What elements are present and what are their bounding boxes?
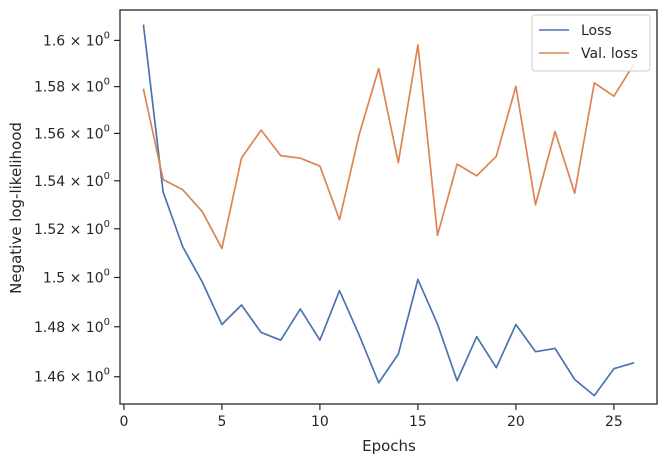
y-tick-label: 1.46 × 100 — [34, 367, 110, 386]
axes-frame — [119, 9, 658, 405]
x-tick-label: 5 — [217, 414, 226, 430]
x-axis-label: Epochs — [362, 437, 416, 455]
series-line-0 — [142, 24, 635, 397]
plot-area — [142, 24, 635, 397]
x-tick-label: 20 — [507, 414, 525, 430]
y-tick-label: 1.58 × 100 — [34, 77, 110, 96]
x-axis: 0 5 10 15 20 25 — [119, 404, 623, 430]
y-tick-label: 1.6 × 100 — [43, 30, 110, 49]
x-tick-label: 10 — [311, 414, 329, 430]
legend-box — [531, 14, 651, 72]
y-tick-label: 1.52 × 100 — [34, 219, 110, 238]
y-tick-label: 1.56 × 100 — [34, 123, 110, 142]
plot-frame — [119, 9, 658, 405]
x-tick-label: 15 — [409, 414, 427, 430]
series-line-1 — [142, 44, 635, 250]
y-axis: 1.46 × 100 1.48 × 100 1.5 × 100 1.52 × 100 1… — [34, 30, 120, 386]
y-axis-label: Negative log-likelihood — [7, 122, 25, 294]
legend-label-loss: Loss — [581, 23, 612, 39]
legend: Loss Val. loss — [531, 14, 651, 72]
y-tick-label: 1.48 × 100 — [34, 317, 110, 336]
y-tick-label: 1.5 × 100 — [43, 267, 110, 286]
legend-label-val-loss: Val. loss — [581, 46, 638, 62]
y-tick-label: 1.54 × 100 — [34, 171, 110, 190]
x-tick-label: 0 — [119, 414, 128, 430]
x-tick-label: 25 — [605, 414, 623, 430]
